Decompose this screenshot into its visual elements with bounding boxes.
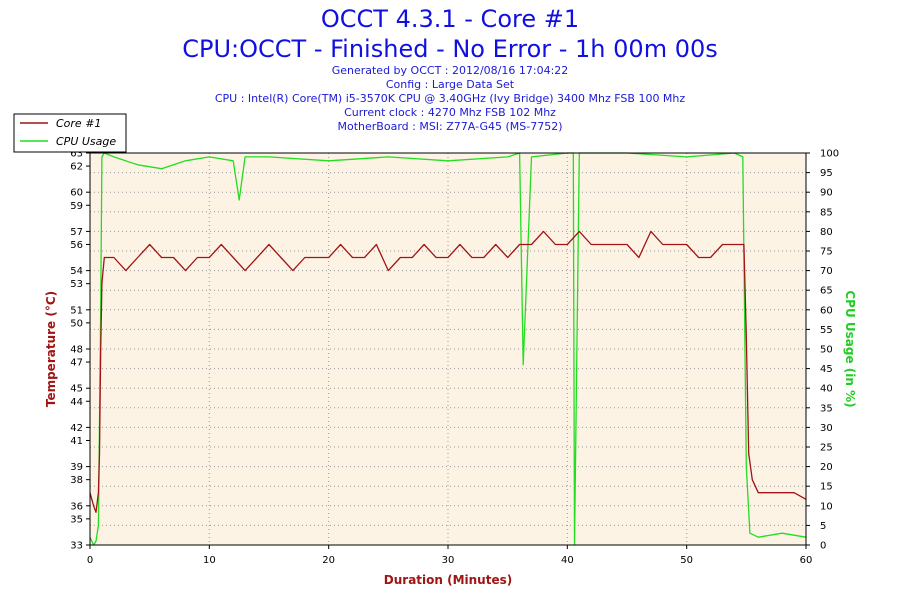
y-right-tick-label: 85 <box>820 207 833 218</box>
y-left-tick-label: 45 <box>70 384 83 395</box>
y-left-tick-label: 59 <box>70 201 83 212</box>
legend: Core #1 CPU Usage <box>13 113 127 153</box>
y-right-tick-label: 15 <box>820 482 833 493</box>
x-tick-label: 30 <box>442 555 455 566</box>
y-right-tick-label: 65 <box>820 286 833 297</box>
info-cpu: CPU : Intel(R) Core(TM) i5-3570K CPU @ 3… <box>214 92 686 105</box>
y-right-tick-label: 100 <box>820 149 839 160</box>
series-line-cpu-usage <box>89 152 807 546</box>
chart-header: OCCT 4.3.1 - Core #1 CPU:OCCT - Finished… <box>0 4 900 134</box>
y-right-tick-label: 5 <box>820 521 826 532</box>
y-left-tick-label: 56 <box>70 240 83 251</box>
x-tick-label: 0 <box>87 555 93 566</box>
y-left-tick-label: 36 <box>70 501 83 512</box>
y-left-tick-label: 57 <box>70 227 83 238</box>
x-tick-label: 20 <box>322 555 335 566</box>
y-right-tick-label: 10 <box>820 501 833 512</box>
series-layer <box>89 152 807 546</box>
legend-label-core: Core #1 <box>56 117 101 130</box>
y-right-tick-label: 20 <box>820 462 833 473</box>
y-left-tick-label: 47 <box>70 358 83 369</box>
y-right-tick-label: 35 <box>820 403 833 414</box>
chart-title: OCCT 4.3.1 - Core #1 <box>320 5 580 33</box>
y-left-tick-label: 63 <box>70 149 83 160</box>
y-right-tick-label: 80 <box>820 227 833 238</box>
y-left-tick-label: 44 <box>70 397 83 408</box>
y-left-tick-label: 51 <box>70 305 83 316</box>
y-axis-left-title: Temperature (°C) <box>44 291 58 407</box>
y-right-tick-label: 95 <box>820 168 833 179</box>
legend-box <box>13 113 127 153</box>
y-right-tick-label: 25 <box>820 443 833 454</box>
x-tick-label: 50 <box>680 555 693 566</box>
y-left-tick-label: 54 <box>70 266 83 277</box>
y-left-tick-label: 53 <box>70 279 83 290</box>
x-tick-label: 10 <box>203 555 216 566</box>
y-right-tick-label: 40 <box>820 384 833 395</box>
y-right-tick-label: 90 <box>820 188 833 199</box>
y-right-tick-label: 45 <box>820 364 833 375</box>
y-left-tick-label: 35 <box>70 514 83 525</box>
y-left-tick-label: 38 <box>70 475 83 486</box>
y-right-tick-label: 0 <box>820 541 826 552</box>
y-left-tick-label: 39 <box>70 462 83 473</box>
y-right-tick-label: 30 <box>820 423 833 434</box>
y-right-tick-label: 50 <box>820 345 833 356</box>
info-current-clock: Current clock : 4270 Mhz FSB 102 Mhz <box>344 106 556 119</box>
y-left-tick-label: 41 <box>70 436 83 447</box>
chart-subtitle: CPU:OCCT - Finished - No Error - 1h 00m … <box>182 35 718 63</box>
y-axis-right-title: CPU Usage (in %) <box>843 290 857 407</box>
x-tick-label: 40 <box>561 555 574 566</box>
info-motherboard: MotherBoard : MSI: Z77A-G45 (MS-7752) <box>337 120 563 133</box>
y-right-tick-label: 60 <box>820 305 833 316</box>
y-right-tick-label: 55 <box>820 325 833 336</box>
y-left-tick-label: 60 <box>70 188 83 199</box>
info-generated: Generated by OCCT : 2012/08/16 17:04:22 <box>331 64 569 77</box>
series-line-core <box>89 230 807 513</box>
tick-labels: 3335363839414244454748505153545657596062… <box>70 149 839 567</box>
x-axis-title: Duration (Minutes) <box>384 573 512 587</box>
y-left-tick-label: 42 <box>70 423 83 434</box>
legend-label-cpu-usage: CPU Usage <box>56 135 116 148</box>
y-left-tick-label: 33 <box>70 541 83 552</box>
y-right-tick-label: 75 <box>820 247 833 258</box>
y-left-tick-label: 62 <box>70 162 83 173</box>
y-left-tick-label: 48 <box>70 345 83 356</box>
x-tick-label: 60 <box>800 555 813 566</box>
y-left-tick-label: 50 <box>70 318 83 329</box>
info-config: Config : Large Data Set <box>385 78 515 91</box>
y-right-tick-label: 70 <box>820 266 833 277</box>
